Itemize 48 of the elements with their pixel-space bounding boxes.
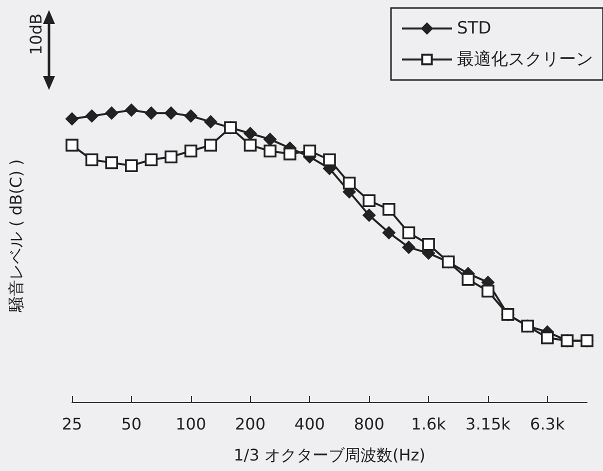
point [422,238,435,251]
x-axis-title: 1/3 オクターブ周波数(Hz) [234,446,426,464]
point [402,240,416,254]
x-tick-label: 1.6k [411,414,447,434]
x-tick-label: 400 [294,414,325,434]
point [204,115,218,128]
legend-label: STD [457,18,492,38]
point [105,106,118,120]
x-tick-label: 50 [121,414,142,434]
point [362,208,376,222]
point [342,176,356,190]
point [184,144,198,158]
point [144,153,158,166]
point [85,110,98,122]
point [264,144,276,158]
point [362,194,376,208]
point [382,202,396,216]
y-axis-title: 騒音レベル ( dB(C) ) [6,159,26,313]
point [283,148,296,160]
x-tick-label: 800 [354,414,384,434]
x-tick-label: 3.15k [466,414,512,434]
x-tick-label: 6.3k [530,414,566,434]
point [164,106,178,120]
point [125,104,138,117]
point [462,273,475,286]
point [244,127,257,140]
point [105,156,118,170]
legend-label: 最適化スクリーン [457,50,593,70]
point [482,284,494,298]
point [164,150,178,164]
point [382,226,396,240]
point [144,106,158,120]
point [402,226,416,240]
point [540,331,554,344]
point [264,132,276,146]
point [184,110,198,122]
x-tick-label: 25 [62,414,82,434]
point [303,144,316,158]
point [125,159,138,172]
x-tick-label: 200 [234,414,266,434]
point [244,138,257,152]
point [66,138,78,152]
text: 10dB [26,14,46,55]
point [66,112,78,126]
point [204,138,218,152]
point [85,153,98,166]
x-tick-label: 100 [176,414,206,434]
point [323,153,336,166]
